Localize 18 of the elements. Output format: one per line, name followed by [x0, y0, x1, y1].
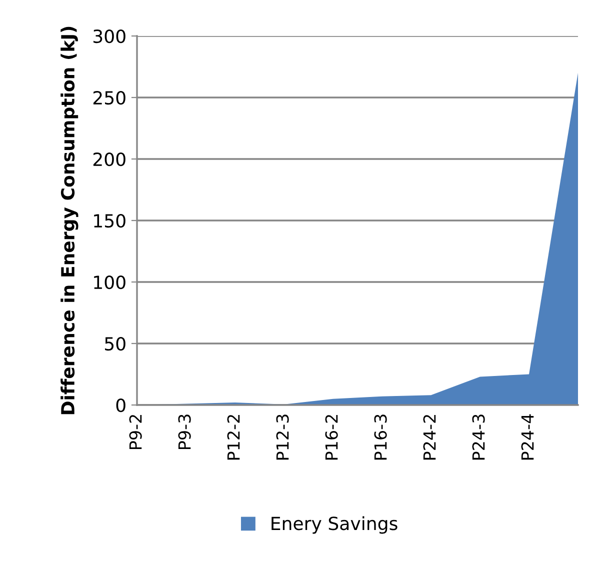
x-tick-label: P9-3: [178, 414, 191, 449]
y-axis-title: Difference in Energy Consumption (kJ): [60, 26, 78, 414]
x-tick-label: P24-3: [472, 414, 485, 460]
x-tick-label: P16-3: [374, 414, 387, 460]
x-tick-label: P24-2: [423, 415, 436, 460]
x-tick-label: P12-2: [227, 415, 240, 460]
y-tick-label: 300: [93, 29, 126, 44]
y-tick-label: 250: [93, 90, 126, 105]
y-tick-label: 100: [94, 275, 126, 290]
y-tick-label: 200: [93, 152, 126, 166]
y-tick-label: 150: [94, 214, 126, 228]
y-tick-label: 50: [105, 336, 126, 351]
x-tick-label: P24-4: [521, 414, 534, 460]
x-tick-label: P12-3: [276, 414, 289, 460]
legend-label: Enery Savings: [272, 516, 398, 534]
y-tick-label: 0: [116, 398, 126, 412]
x-tick-label: P16-2: [325, 415, 338, 460]
x-tick-label: P9-2: [129, 415, 142, 449]
